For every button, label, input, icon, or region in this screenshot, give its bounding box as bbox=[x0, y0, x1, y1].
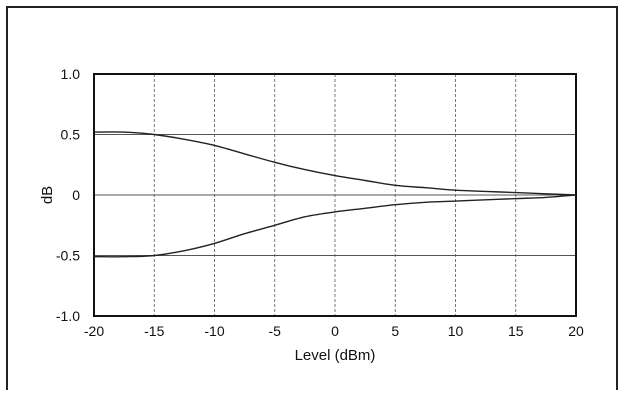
x-axis-label: Level (dBm) bbox=[295, 347, 376, 364]
x-tick-label: 0 bbox=[331, 323, 339, 339]
series-line-1 bbox=[93, 131, 577, 196]
y-tick-label: 0 bbox=[72, 187, 80, 203]
y-tick-label: -0.5 bbox=[56, 248, 80, 264]
y-tick-label: 0.5 bbox=[61, 127, 81, 143]
y-tick-label: -1.0 bbox=[56, 308, 80, 324]
y-tick-label: 1.0 bbox=[61, 66, 81, 82]
x-tick-label: -5 bbox=[269, 323, 282, 339]
x-tick-label: 5 bbox=[391, 323, 399, 339]
x-tick-label: -20 bbox=[84, 323, 104, 339]
chart-frame bbox=[6, 6, 618, 390]
x-tick-label: 15 bbox=[508, 323, 524, 339]
y-axis-label: dB bbox=[39, 186, 56, 204]
y-tick-labels: 1.0 0.5 0 -0.5 -1.0 bbox=[56, 66, 80, 324]
series-group bbox=[93, 131, 577, 258]
series-line-2 bbox=[93, 194, 577, 258]
x-tick-label: 20 bbox=[568, 323, 584, 339]
x-tick-label: -10 bbox=[204, 323, 224, 339]
x-tick-labels: -20 -15 -10 -5 0 5 10 15 20 bbox=[84, 323, 584, 339]
x-tick-label: 10 bbox=[448, 323, 464, 339]
x-tick-label: -15 bbox=[144, 323, 164, 339]
grid-lines bbox=[93, 73, 577, 317]
